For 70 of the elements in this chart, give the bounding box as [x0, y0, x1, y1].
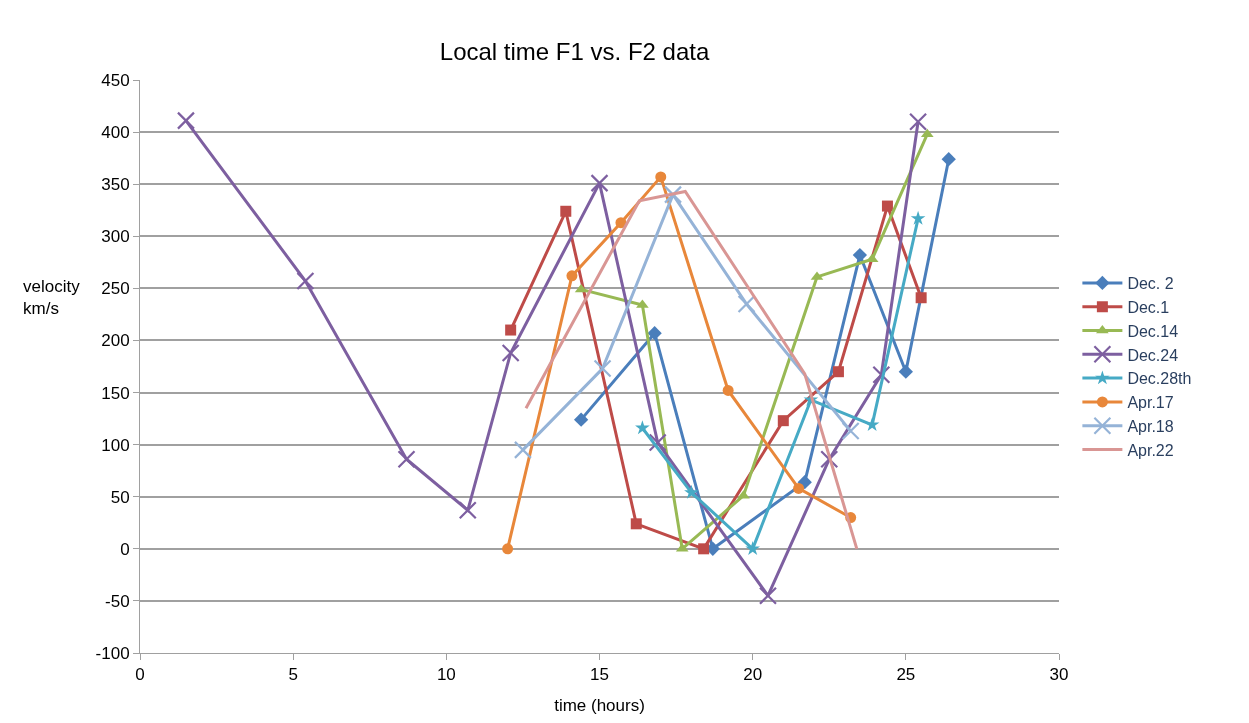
point [698, 543, 710, 555]
point [793, 482, 805, 494]
x-tick-label: 30 [1049, 665, 1069, 685]
point [566, 270, 578, 282]
legend-label: Dec. 2 [1127, 275, 1174, 293]
x-tick-label: 0 [135, 665, 145, 685]
legend-label: Dec.14 [1127, 322, 1179, 340]
y-tick-label: 250 [101, 279, 130, 299]
point [593, 359, 612, 378]
legend-label: Apr.18 [1127, 417, 1174, 435]
point [941, 152, 956, 167]
point [635, 420, 650, 435]
point [881, 200, 893, 212]
point [841, 421, 860, 441]
point [513, 440, 533, 459]
point [505, 324, 517, 336]
point [908, 112, 928, 131]
point [820, 450, 839, 469]
legend-label: Apr.17 [1127, 394, 1174, 412]
point [615, 217, 627, 229]
point [502, 543, 514, 555]
point [458, 501, 477, 520]
y-tick-label: 200 [101, 331, 130, 351]
point [560, 205, 572, 217]
y-tick-label: 400 [101, 123, 130, 143]
y-axis-title: velocity km/s [23, 277, 81, 319]
y-tick-label: 150 [101, 383, 130, 403]
y-tick-label: -50 [105, 591, 130, 611]
point [176, 111, 196, 130]
x-tick-label: 5 [288, 665, 298, 685]
y-tick-label: 50 [110, 487, 130, 507]
point [655, 171, 667, 183]
legend-label: Apr.22 [1127, 441, 1174, 459]
point [590, 174, 609, 193]
y-tick-label: -100 [95, 643, 130, 663]
y-tick-label: 300 [101, 227, 130, 247]
point [758, 586, 778, 605]
y-tick-label: 350 [101, 175, 130, 195]
point [684, 484, 699, 499]
point [832, 366, 844, 378]
point [630, 518, 642, 530]
point [501, 343, 520, 363]
x-tick-label: 15 [590, 665, 609, 685]
point [663, 185, 683, 204]
legend-label: Dec.28th [1127, 370, 1192, 388]
y-tick-label: 0 [120, 539, 130, 559]
point [574, 283, 588, 293]
point [898, 364, 913, 379]
x-tick-label: 10 [436, 665, 456, 685]
chart-title: Local time F1 vs. F2 data [439, 38, 710, 66]
x-tick-label: 20 [743, 665, 763, 685]
point [745, 541, 760, 556]
x-tick-label: 25 [896, 665, 916, 685]
point [296, 271, 315, 291]
point [737, 294, 756, 314]
legend-label: Dec.1 [1127, 298, 1170, 316]
point [647, 326, 662, 341]
point [915, 292, 927, 304]
point [573, 412, 589, 427]
point [872, 365, 891, 384]
point [777, 415, 789, 427]
point [722, 384, 734, 396]
y-tick-label: 450 [101, 70, 130, 90]
point [397, 450, 416, 469]
y-tick-label: 100 [101, 435, 130, 455]
point [910, 210, 926, 225]
legend-label: Dec.24 [1127, 346, 1179, 364]
x-axis-title: time (hours) [554, 695, 645, 715]
point [648, 433, 667, 452]
point [852, 247, 868, 263]
